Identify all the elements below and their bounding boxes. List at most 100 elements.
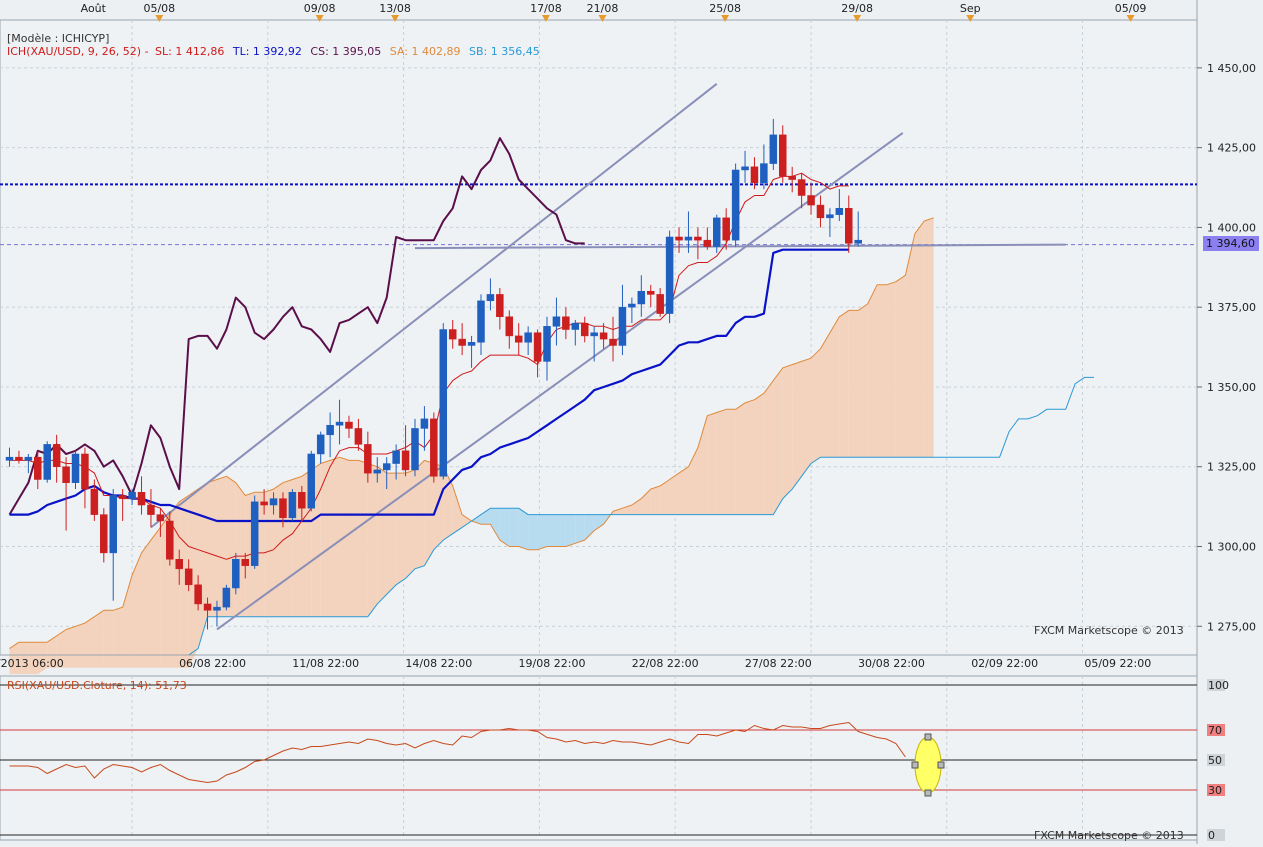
candle-body xyxy=(816,204,825,219)
kumo-segment xyxy=(594,514,604,531)
candle-body xyxy=(100,514,108,554)
candle-body xyxy=(505,316,514,337)
kumo-segment xyxy=(839,310,849,458)
kumo-segment xyxy=(424,460,434,566)
candle-body xyxy=(797,179,806,196)
rsi-level-label: 70 xyxy=(1208,724,1222,737)
kumo-segment xyxy=(330,457,340,617)
x-tick-label: 19/08 22:00 xyxy=(519,657,586,670)
candle-body xyxy=(684,236,693,241)
y-tick-label: 1 450,00 xyxy=(1207,62,1256,75)
kumo-segment xyxy=(132,552,142,668)
candle-body xyxy=(43,444,51,480)
kumo-segment xyxy=(499,508,510,547)
x-tick-label: 30/08 22:00 xyxy=(858,657,925,670)
y-tick-label: 1 350,00 xyxy=(1207,381,1256,394)
candle-body xyxy=(166,520,174,560)
candle-body xyxy=(722,217,730,241)
candle-body xyxy=(779,134,787,177)
top-date-label: 29/08 xyxy=(841,2,873,15)
candle-body xyxy=(326,425,334,436)
candle-body xyxy=(194,584,202,605)
kumo-segment xyxy=(367,463,378,617)
senkou-span-b-line xyxy=(9,376,1094,656)
candle-body xyxy=(835,208,844,215)
kumo-segment xyxy=(660,479,670,515)
kumo-segment xyxy=(782,364,793,499)
kumo-segment xyxy=(877,284,887,458)
kumo-segment xyxy=(754,393,764,515)
kumo-segment xyxy=(66,626,76,668)
kumo-segment xyxy=(452,485,463,534)
kumo-segment xyxy=(235,482,246,617)
candle-body xyxy=(477,300,485,343)
kumo-segment xyxy=(688,447,698,515)
kumo-segment xyxy=(94,610,104,668)
kumo-segment xyxy=(679,466,689,515)
candle-body xyxy=(496,294,504,318)
top-date-label: 09/08 xyxy=(304,2,336,15)
kumo-segment xyxy=(47,635,57,668)
candle-body xyxy=(533,332,542,362)
candle-body xyxy=(335,421,344,426)
kumo-segment xyxy=(914,221,925,458)
candle-body xyxy=(81,453,89,490)
candle-body xyxy=(269,498,278,506)
candle-body xyxy=(430,418,438,477)
kumo-segment xyxy=(405,469,415,579)
y-tick-label: 1 425,00 xyxy=(1207,142,1256,155)
candle-body xyxy=(373,469,382,474)
candle-body xyxy=(260,501,268,506)
candle-body xyxy=(788,176,796,180)
kumo-segment xyxy=(848,310,859,458)
chikou-span-line xyxy=(8,137,585,516)
candle-body xyxy=(279,498,287,519)
kumo-segment xyxy=(207,479,217,617)
kumo-segment xyxy=(792,361,802,490)
kumo-segment xyxy=(84,616,95,668)
channel-lower-line xyxy=(216,132,904,631)
x-tick-label: 11/08 22:00 xyxy=(292,657,359,670)
top-date-label: 21/08 xyxy=(587,2,619,15)
top-date-label: Sep xyxy=(960,2,981,15)
candle-body xyxy=(609,338,617,346)
candle-body xyxy=(34,456,42,480)
candle-body xyxy=(345,421,353,429)
selection-handle xyxy=(911,761,919,769)
y-tick-label: 1 325,00 xyxy=(1207,461,1256,474)
kumo-segment xyxy=(905,233,915,458)
candle-body xyxy=(147,504,155,515)
top-date-label: 17/08 xyxy=(530,2,562,15)
date-marker-icon xyxy=(315,15,324,22)
x-tick-label: 06/08 22:00 xyxy=(179,657,246,670)
kumo-segment xyxy=(348,460,359,617)
candle-body xyxy=(467,342,476,346)
candle-body xyxy=(307,453,316,509)
candle-body xyxy=(741,166,749,171)
x-tick-label: 29/07/2013 06:00 xyxy=(0,657,64,670)
kumo-segment xyxy=(735,402,746,515)
candle-body xyxy=(250,501,259,566)
date-marker-icon xyxy=(721,15,730,22)
candle-body xyxy=(486,294,495,302)
kumo-segment xyxy=(641,489,651,515)
x-tick-label: 05/09 22:00 xyxy=(1084,657,1151,670)
kumo-segment xyxy=(801,358,812,477)
candle-body xyxy=(750,166,759,183)
y-tick-label: 1 275,00 xyxy=(1207,620,1256,633)
kumo-segment xyxy=(895,275,906,458)
candle-body xyxy=(675,236,683,241)
x-tick-label: 14/08 22:00 xyxy=(405,657,472,670)
candle-body xyxy=(382,463,391,471)
kumo-segment xyxy=(9,642,19,675)
candle-body xyxy=(90,488,99,515)
kumo-segment xyxy=(103,610,114,668)
kumo-segment xyxy=(18,642,29,675)
candle-body xyxy=(524,332,532,343)
highlight-ellipse xyxy=(914,736,942,794)
kumo-segment xyxy=(179,495,189,668)
candle-body xyxy=(571,322,580,330)
candle-body xyxy=(24,456,33,461)
candle-body xyxy=(845,208,853,244)
